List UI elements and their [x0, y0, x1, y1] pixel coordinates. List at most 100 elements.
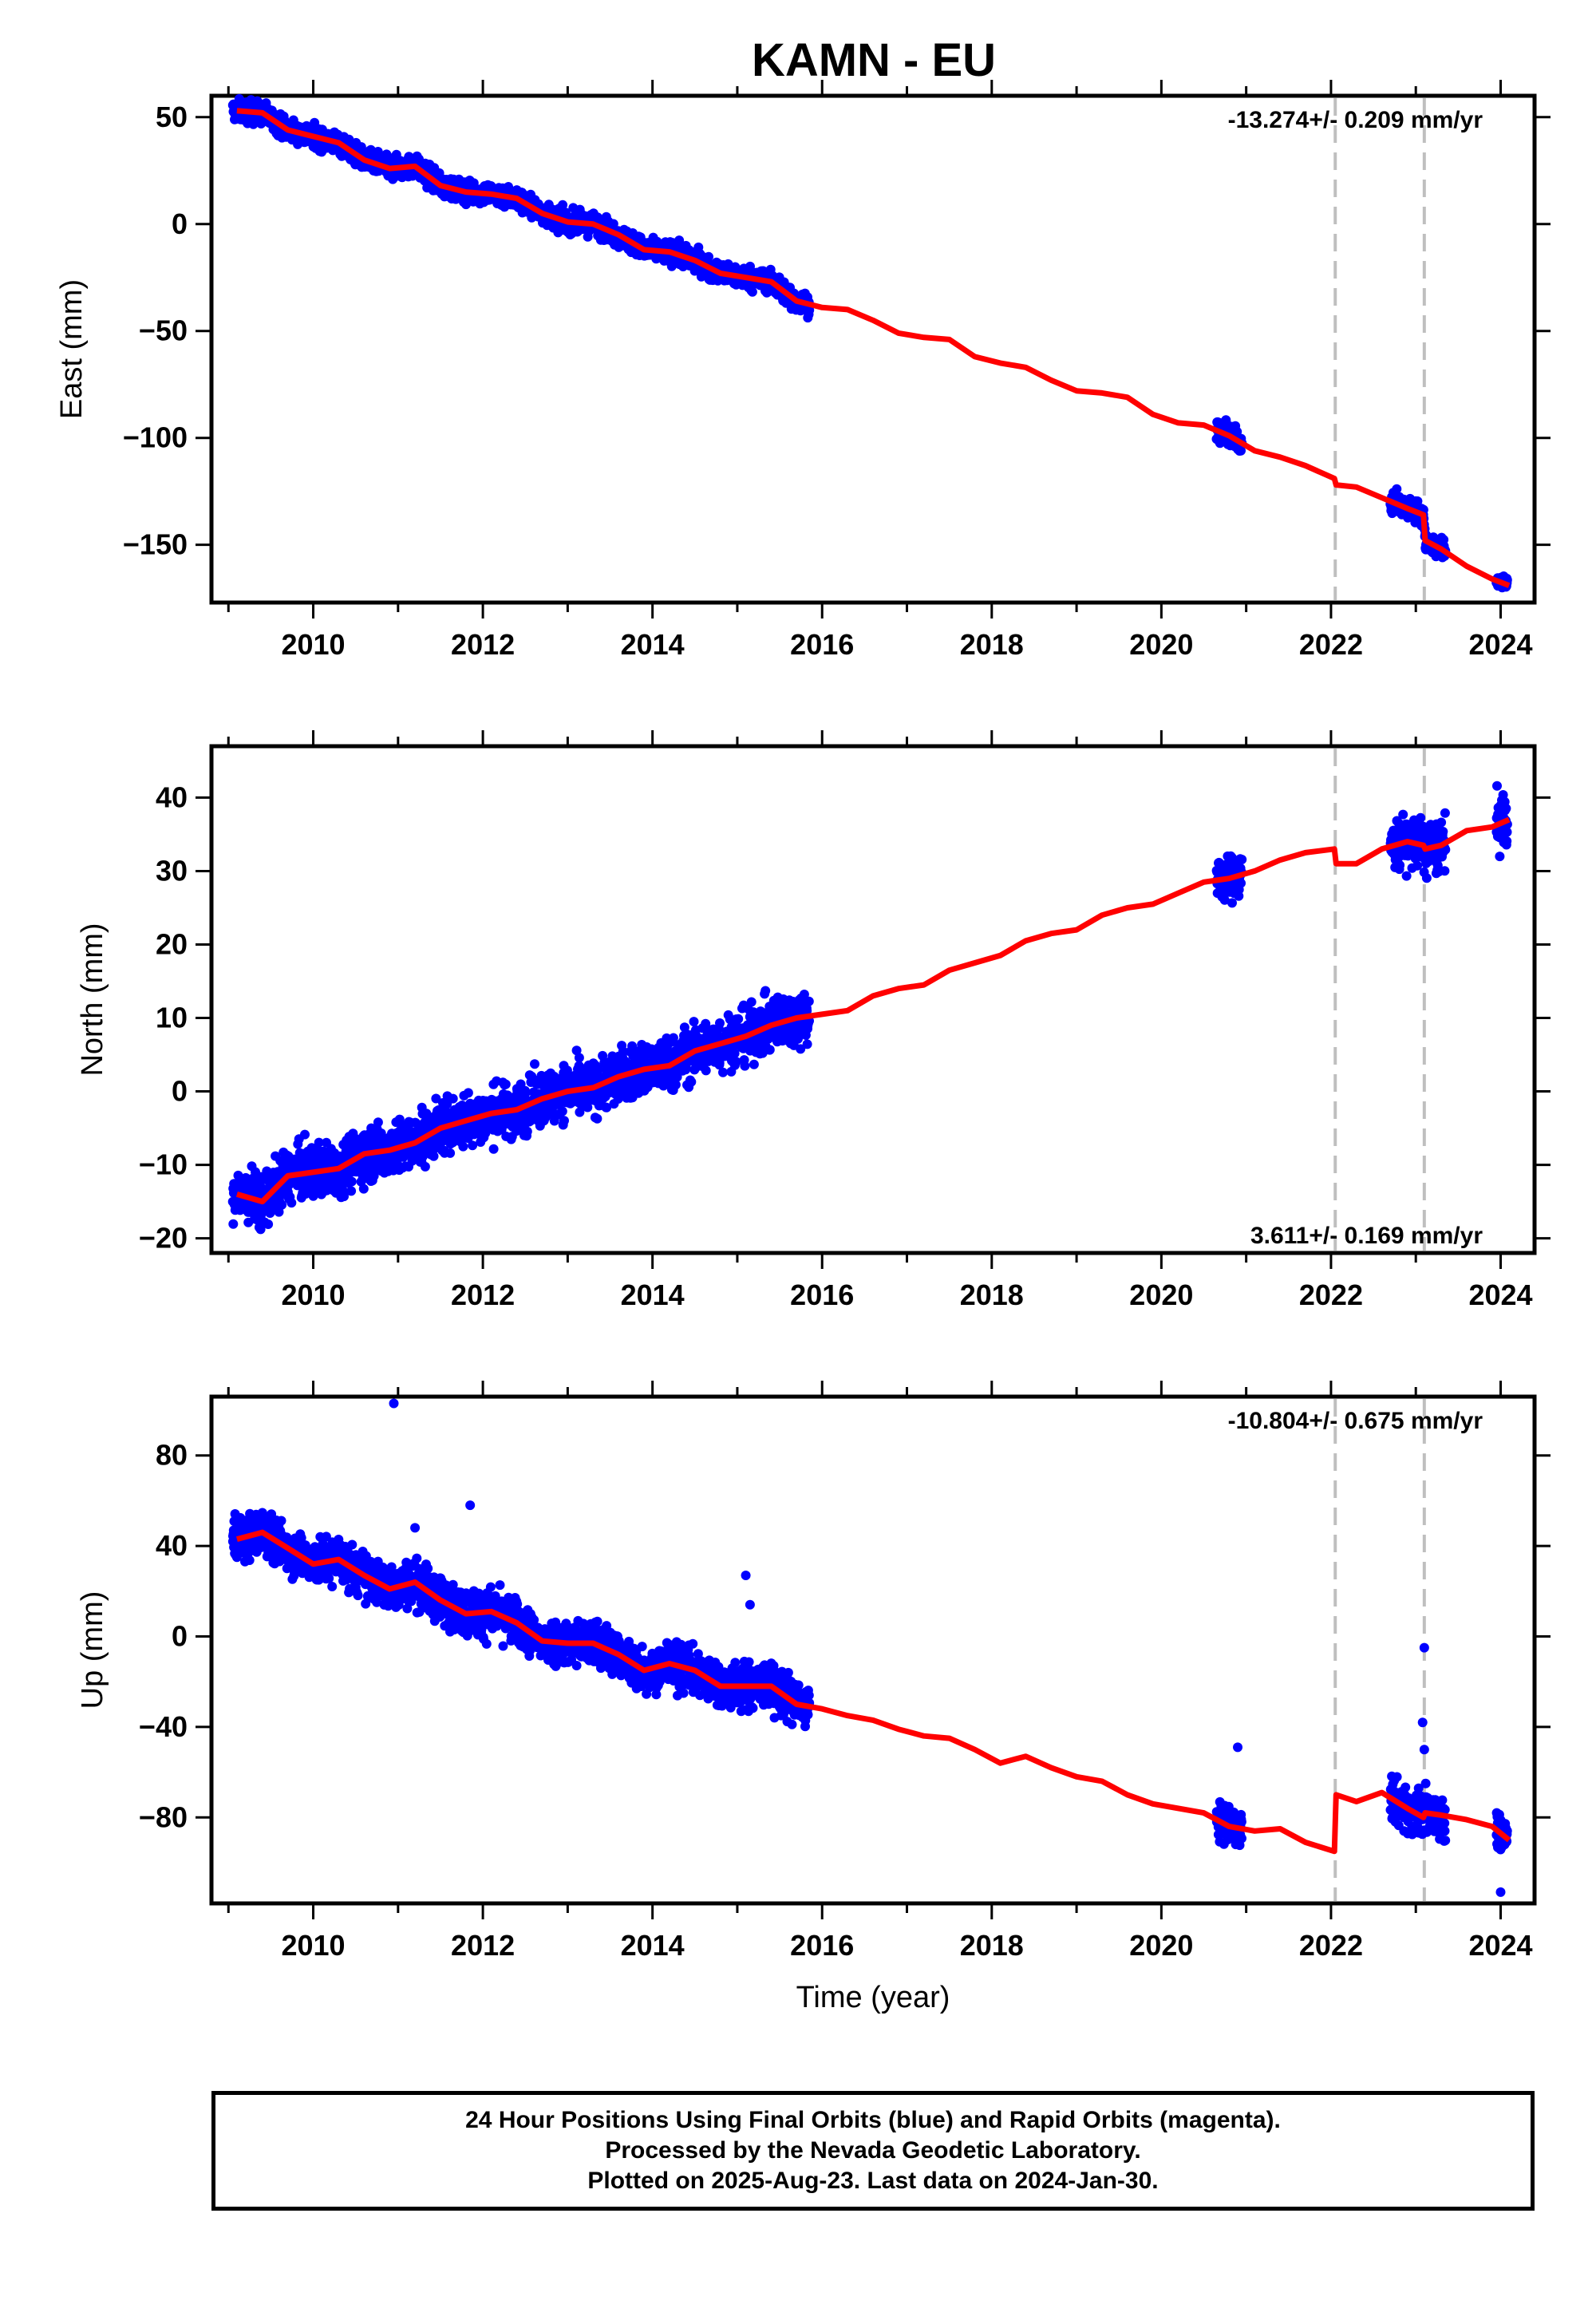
data-point [1502, 836, 1512, 846]
data-point [1501, 804, 1511, 814]
data-point [346, 1186, 357, 1196]
data-point [488, 1144, 499, 1154]
data-point [749, 1059, 759, 1069]
panel-3-x-tick-label: 2012 [451, 1929, 515, 1962]
data-point [373, 1117, 383, 1128]
panel-1-x-tick-label: 2022 [1299, 628, 1363, 661]
panel-3-x-axis-label: Time (year) [796, 1981, 950, 2014]
panel-2-x-tick-label: 2010 [281, 1279, 345, 1311]
data-point [760, 986, 771, 996]
panel-1-y-tick-label: −50 [139, 314, 188, 347]
panel-2-rate-label: 3.611+/- 0.169 mm/yr [1250, 1223, 1483, 1249]
data-point [1440, 808, 1450, 818]
panel-2-y-axis-label: North (mm) [76, 923, 109, 1076]
data-point [1237, 855, 1247, 864]
data-point [574, 1053, 584, 1063]
data-point [458, 1141, 468, 1152]
panel-2-x-tick-label: 2024 [1468, 1279, 1532, 1311]
panel-3-data-points [227, 1398, 1512, 1897]
data-point [463, 1088, 473, 1098]
data-point [740, 1061, 750, 1071]
data-point [522, 1126, 532, 1136]
data-point [1236, 878, 1246, 888]
panel-2-x-tick-label: 2020 [1129, 1279, 1193, 1311]
data-point [448, 1093, 458, 1104]
data-point [764, 1045, 775, 1055]
data-point [445, 1148, 456, 1158]
panel-1-y-tick-label: −100 [123, 421, 188, 454]
data-point [1492, 781, 1502, 791]
panel-3-x-tick-label: 2014 [621, 1929, 685, 1962]
panel-3-x-tick-label: 2010 [281, 1929, 345, 1962]
data-point [701, 1065, 711, 1076]
data-point [731, 1057, 741, 1067]
panel-1-x-tick-label: 2012 [451, 628, 515, 661]
data-point [559, 1116, 569, 1126]
panel-3-y-tick-label: 0 [172, 1619, 188, 1652]
panel-2-y-tick-label: 0 [172, 1075, 188, 1108]
data-point [686, 1077, 697, 1087]
panel-3-y-tick-label: 40 [156, 1529, 188, 1562]
data-point [420, 1161, 430, 1172]
panel-1-y-axis-label: East (mm) [55, 279, 89, 419]
panel-2-x-tick-label: 2018 [960, 1279, 1024, 1311]
data-point [286, 1198, 297, 1208]
panel-2-y-tick-label: 40 [156, 781, 188, 813]
data-point [530, 1059, 539, 1069]
data-point [733, 1014, 744, 1024]
panel-2-x-tick-label: 2014 [621, 1279, 685, 1311]
data-point [1398, 809, 1408, 820]
panel-2-x-tick-label: 2016 [790, 1279, 854, 1311]
data-point [802, 1039, 812, 1049]
data-point [689, 1017, 699, 1027]
panel-1-frame [209, 93, 1537, 605]
panel-3-y-tick-label: −40 [139, 1710, 188, 1743]
data-point [358, 1184, 369, 1194]
data-point [244, 1555, 255, 1565]
data-point [804, 996, 814, 1006]
panel-3-x-tick-label: 2022 [1299, 1929, 1363, 1962]
panel-1-y-tick-label: 50 [156, 101, 188, 133]
data-point [557, 1106, 567, 1117]
panel-3-x-tick-label: 2020 [1129, 1929, 1193, 1962]
panel-1-x-tick-label: 2024 [1468, 628, 1532, 661]
panel-2-x-tick-label: 2022 [1299, 1279, 1363, 1311]
panel-2-y-tick-label: 10 [156, 1002, 188, 1034]
data-point [1416, 812, 1426, 823]
data-point [346, 1176, 357, 1187]
panel-2-y-tick-label: −20 [139, 1222, 188, 1255]
chart-title: KAMN - EU [751, 34, 997, 86]
data-point [300, 1129, 310, 1140]
data-point [1438, 827, 1448, 836]
panel-2-x-tick-label: 2012 [451, 1279, 515, 1311]
data-point [715, 1018, 725, 1028]
data-point [592, 1113, 602, 1124]
data-point [1440, 866, 1450, 876]
panel-1-x-tick-label: 2010 [281, 628, 345, 661]
panel-3-x-tick-label: 2018 [960, 1929, 1024, 1962]
panel-1-y-tick-label: −150 [123, 528, 188, 561]
panel-3-y-tick-label: −80 [139, 1800, 188, 1833]
data-point [1227, 898, 1237, 908]
data-point [1395, 860, 1405, 871]
data-point [1401, 871, 1412, 881]
panel-1-x-tick-label: 2016 [790, 628, 854, 661]
panel-3-x-tick-label: 2024 [1468, 1929, 1532, 1962]
panel-1-rate-label: -13.274+/- 0.209 mm/yr [1228, 107, 1483, 133]
data-point [263, 1219, 274, 1229]
data-point [558, 200, 568, 210]
panel-1-x-tick-label: 2014 [621, 628, 685, 661]
panel-3-y-axis-label: Up (mm) [76, 1591, 109, 1709]
panel-3-y-tick-label: 80 [156, 1439, 188, 1472]
data-point [1495, 852, 1505, 862]
panel-3-x-tick-label: 2016 [790, 1929, 854, 1962]
data-point [746, 997, 757, 1007]
panel-2-y-tick-label: 30 [156, 854, 188, 887]
panel-1-x-tick-label: 2018 [960, 628, 1024, 661]
panel-2-y-tick-label: −10 [139, 1148, 188, 1181]
data-point [1436, 817, 1447, 828]
data-point [500, 1079, 511, 1089]
data-point [228, 1219, 239, 1229]
